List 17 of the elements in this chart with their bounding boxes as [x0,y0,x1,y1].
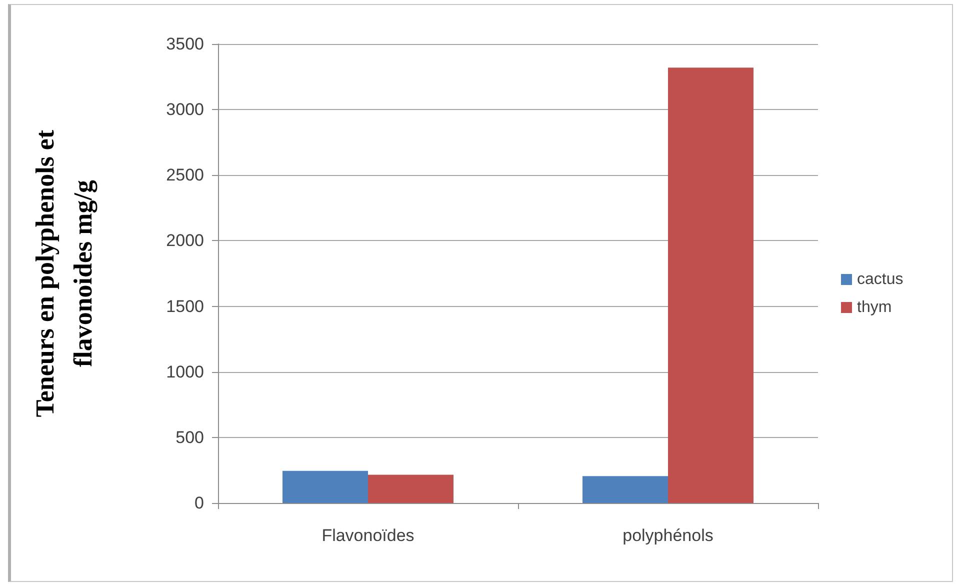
x-tick-label: polyphénols [622,526,714,545]
y-tick-label: 2000 [166,231,204,250]
bar [368,474,454,503]
y-tick-label: 500 [176,428,204,447]
legend-label: thym [857,299,892,316]
y-tick-label: 2500 [166,166,204,185]
y-tick-label: 3000 [166,100,204,120]
y-tick-label: 3500 [166,34,204,54]
y-tick-label: 0 [194,494,204,512]
y-axis-title: Teneurs en polyphenols et flavonoides mg/g [30,130,98,418]
bar [582,476,668,503]
bar [668,68,754,503]
legend-label: cactus [857,271,904,288]
y-tick-label: 1500 [166,296,204,316]
x-tick-label: Flavonoïdes [322,526,414,545]
y-tick-label: 1000 [166,362,204,382]
bar [282,470,368,503]
